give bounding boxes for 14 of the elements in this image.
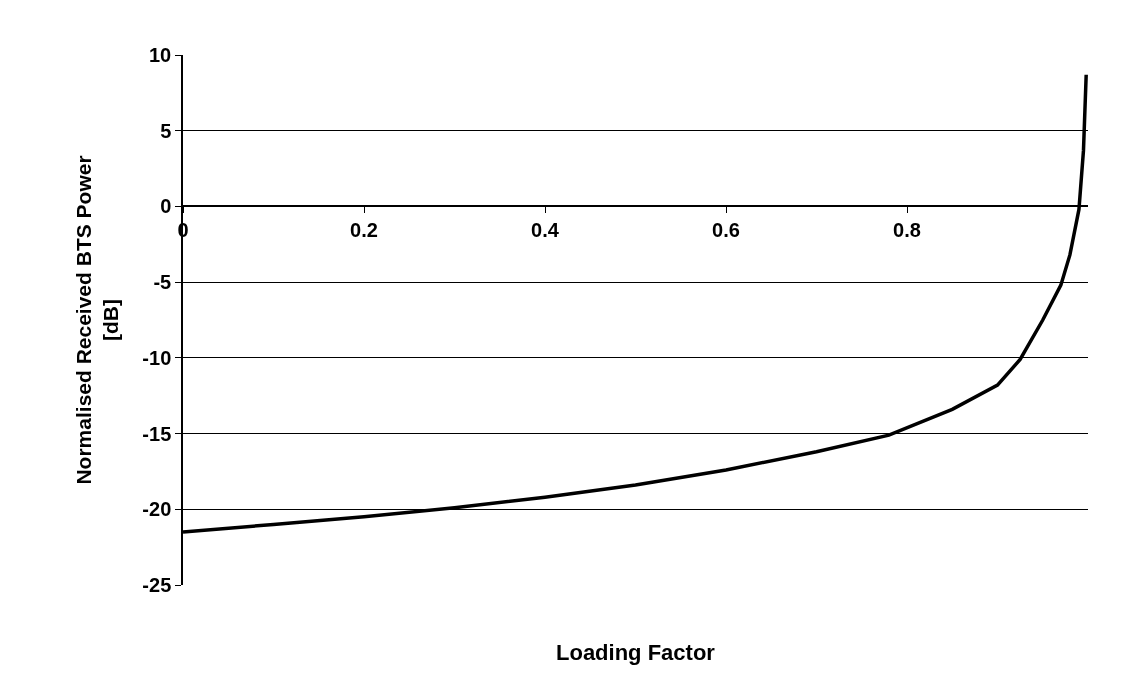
- y-tick-label: -10: [142, 346, 172, 369]
- y-tick-label: -15: [142, 422, 172, 445]
- y-tick-label: -25: [142, 574, 172, 596]
- x-tick-label: 0.2: [350, 219, 378, 242]
- x-tick-label: 0.4: [531, 219, 560, 242]
- y-tick-label: 10: [149, 44, 172, 66]
- y-tick-label: -5: [153, 271, 172, 294]
- y-axis-title: Normalised Received BTS Power [dB]: [71, 155, 122, 485]
- y-tick-label: 5: [160, 119, 172, 142]
- x-tick-label: 0.8: [893, 219, 921, 242]
- y-tick-label: 0: [160, 195, 172, 218]
- y-tick-label: -20: [142, 498, 172, 521]
- x-axis-title: Loading Factor: [556, 640, 716, 665]
- x-tick-label: 0.6: [712, 219, 740, 242]
